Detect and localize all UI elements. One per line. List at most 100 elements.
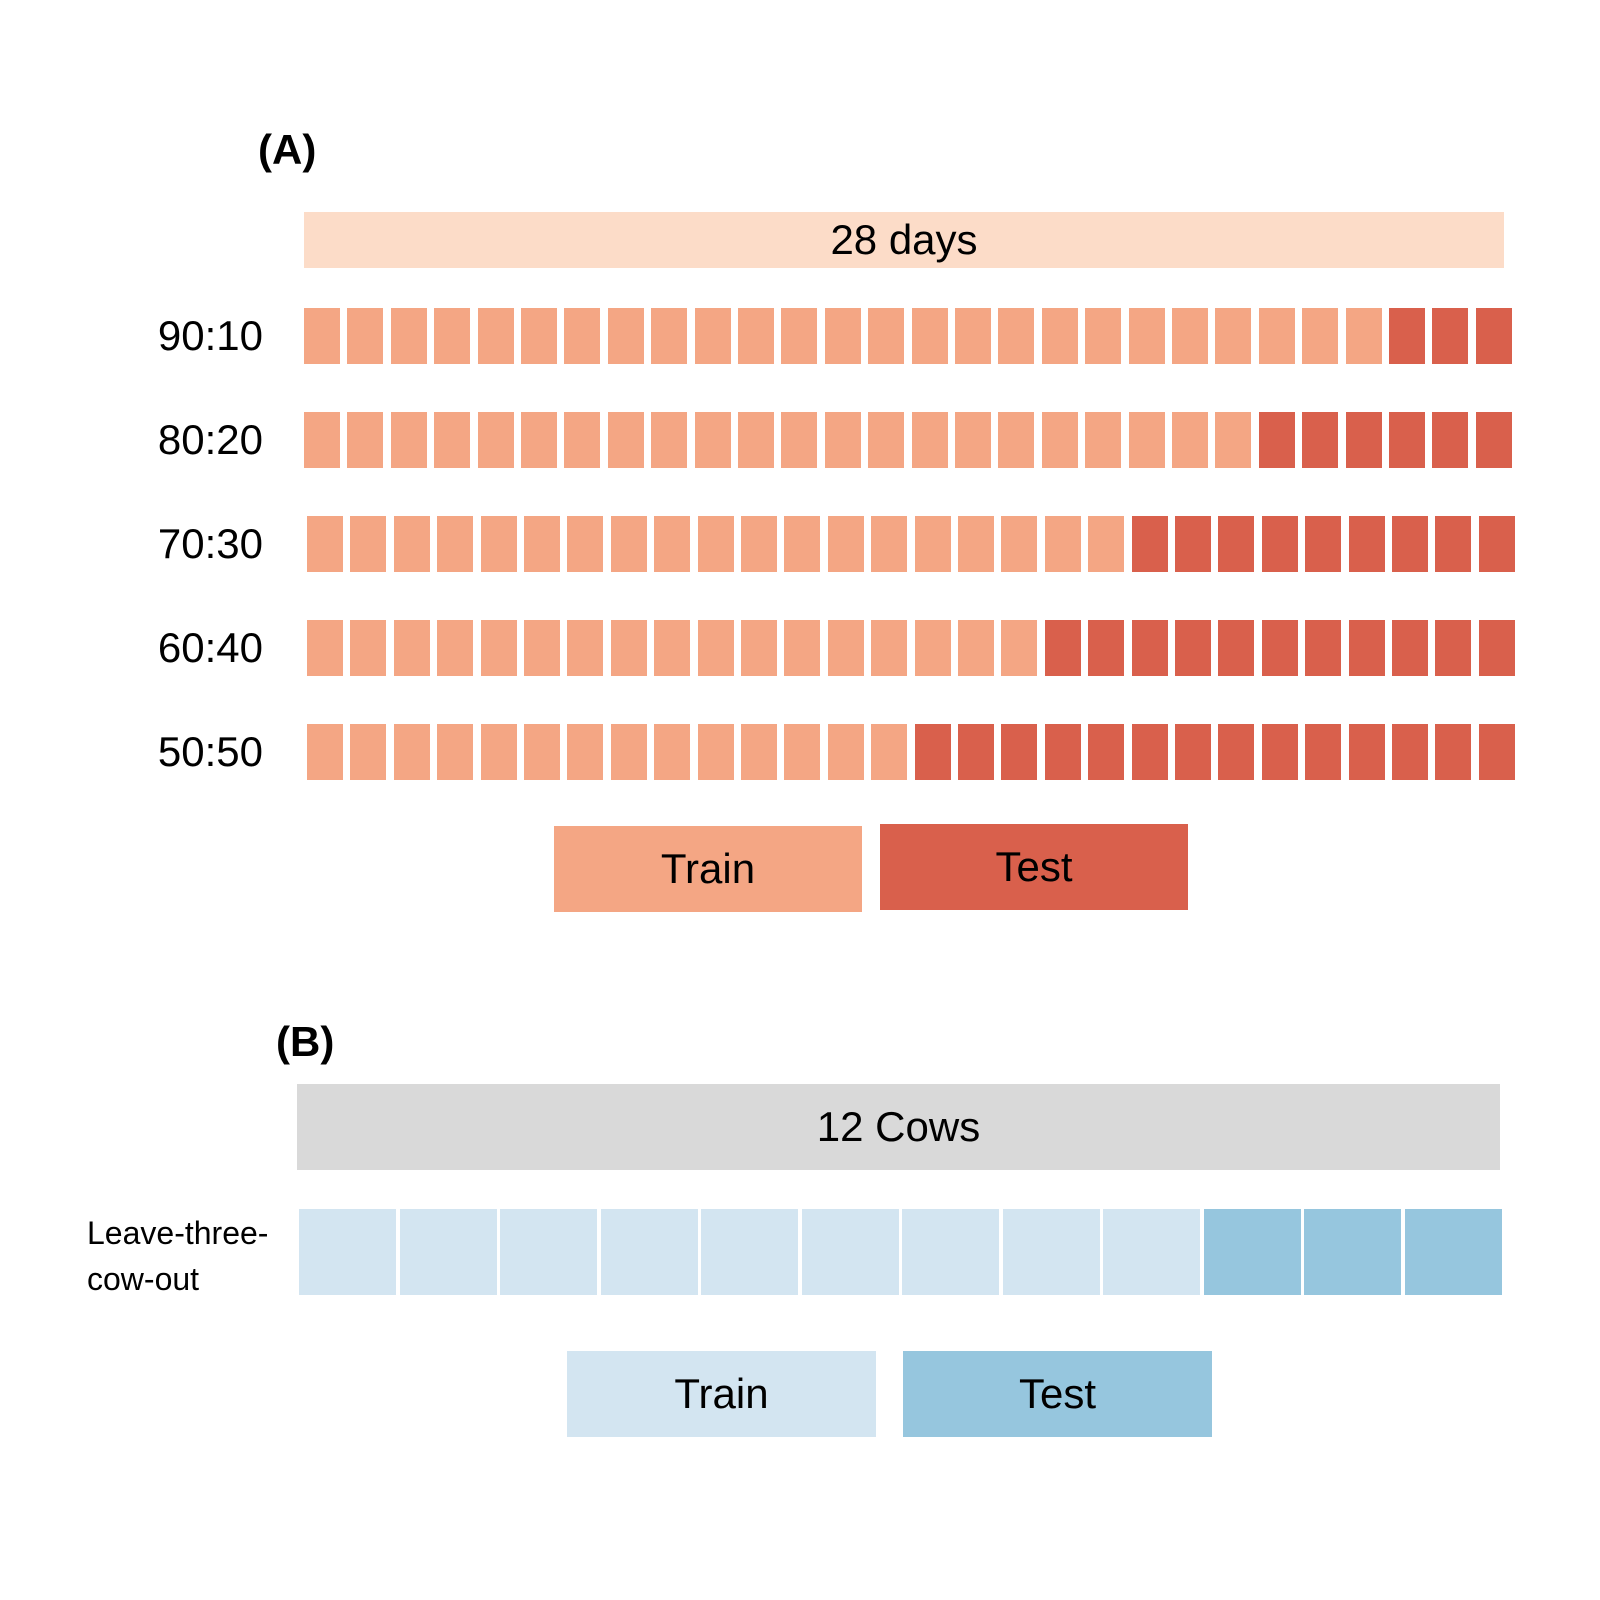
train-day-cell: [955, 412, 991, 468]
train-day-cell: [524, 516, 560, 572]
train-day-cell: [524, 724, 560, 780]
test-day-cell: [1389, 308, 1425, 364]
train-day-cell: [654, 516, 691, 572]
train-day-cell: [1128, 308, 1165, 364]
test-day-cell: [1392, 516, 1428, 572]
test-day-cell: [1044, 724, 1081, 780]
test-day-cell: [1432, 308, 1469, 364]
train-day-cell: [480, 724, 517, 780]
train-day-cell: [697, 620, 734, 676]
test-cow-cell: [1304, 1209, 1401, 1295]
train-day-cell: [958, 620, 994, 676]
train-day-cell: [437, 620, 474, 676]
train-day-cell: [347, 308, 384, 364]
train-day-cell: [697, 724, 734, 780]
train-day-cell: [567, 724, 604, 780]
train-day-cell: [307, 620, 343, 676]
test-day-cell: [1302, 412, 1339, 468]
test-day-cell: [1044, 620, 1081, 676]
test-day-cell: [1435, 516, 1472, 572]
train-day-cell: [564, 308, 601, 364]
legend-test-a-text: Test: [995, 843, 1073, 890]
row-label-3: 60:40: [157, 624, 263, 671]
train-day-cell: [307, 516, 343, 572]
test-day-cell: [1131, 620, 1168, 676]
train-day-cell: [914, 516, 951, 572]
train-day-cell: [390, 412, 427, 468]
test-day-cell: [1088, 724, 1125, 780]
train-cow-cell: [801, 1209, 899, 1295]
test-day-cell: [1348, 620, 1385, 676]
train-day-cell: [781, 412, 818, 468]
test-day-cell: [958, 724, 994, 780]
train-cow-cell: [1002, 1209, 1100, 1295]
days-header-text: 28 days: [830, 216, 978, 263]
train-day-cell: [958, 516, 994, 572]
train-day-cell: [567, 620, 604, 676]
train-day-cell: [784, 516, 821, 572]
test-day-cell: [1258, 412, 1295, 468]
train-day-cell: [914, 620, 951, 676]
train-day-cell: [827, 516, 864, 572]
train-day-cell: [654, 620, 691, 676]
train-day-cell: [998, 412, 1035, 468]
train-day-cell: [350, 724, 387, 780]
legend-test-b: Test: [903, 1351, 1212, 1437]
test-day-cell: [1175, 724, 1211, 780]
train-day-cell: [610, 620, 647, 676]
train-day-cell: [998, 308, 1035, 364]
legend-test-b-text: Test: [1018, 1370, 1097, 1417]
test-day-cell: [1478, 724, 1515, 780]
test-day-cell: [1218, 620, 1255, 676]
train-day-cell: [437, 724, 474, 780]
train-day-cell: [868, 308, 905, 364]
train-day-cell: [1001, 620, 1038, 676]
train-cow-cell: [902, 1209, 999, 1295]
train-cow-cell: [500, 1209, 597, 1295]
test-day-cell: [1478, 620, 1515, 676]
test-day-cell: [1305, 516, 1342, 572]
train-day-cell: [1172, 308, 1208, 364]
test-day-cell: [1131, 516, 1168, 572]
train-day-cell: [741, 724, 777, 780]
train-day-cell: [871, 620, 908, 676]
test-day-cell: [1478, 516, 1515, 572]
panel-a-label: (A): [258, 126, 317, 173]
train-day-cell: [480, 516, 517, 572]
train-day-cell: [871, 724, 908, 780]
train-day-cell: [1128, 412, 1165, 468]
legend-train-a: Train: [554, 826, 862, 912]
train-day-cell: [1215, 412, 1252, 468]
train-day-cell: [1088, 516, 1125, 572]
train-day-cell: [390, 308, 427, 364]
train-day-cell: [304, 412, 340, 468]
train-day-cell: [307, 724, 343, 780]
test-day-cell: [1261, 724, 1298, 780]
train-day-cell: [738, 412, 774, 468]
train-day-cell: [654, 724, 691, 780]
train-day-cell: [434, 308, 471, 364]
test-day-cell: [1218, 516, 1255, 572]
train-day-cell: [437, 516, 474, 572]
panel-b-label: (B): [276, 1018, 335, 1065]
train-day-cell: [1041, 412, 1078, 468]
test-cow-cell: [1203, 1209, 1301, 1295]
test-day-cell: [1261, 516, 1298, 572]
train-day-cell: [911, 412, 948, 468]
test-day-cell: [1392, 620, 1428, 676]
train-day-cell: [955, 308, 991, 364]
cows-header-bar: 12 Cows: [297, 1084, 1500, 1170]
train-cow-cell: [299, 1209, 396, 1295]
train-day-cell: [477, 308, 514, 364]
train-day-cell: [607, 412, 644, 468]
train-day-cell: [567, 516, 604, 572]
row-label-4: 50:50: [157, 728, 263, 775]
train-day-cell: [1085, 308, 1122, 364]
train-day-cell: [741, 620, 777, 676]
test-day-cell: [1218, 724, 1255, 780]
train-cow-cell: [1103, 1209, 1200, 1295]
row-label-0: 90:10: [157, 312, 263, 359]
row-b-label-line1: Leave-three-: [87, 1215, 269, 1251]
test-day-cell: [1435, 724, 1472, 780]
train-day-cell: [393, 724, 430, 780]
